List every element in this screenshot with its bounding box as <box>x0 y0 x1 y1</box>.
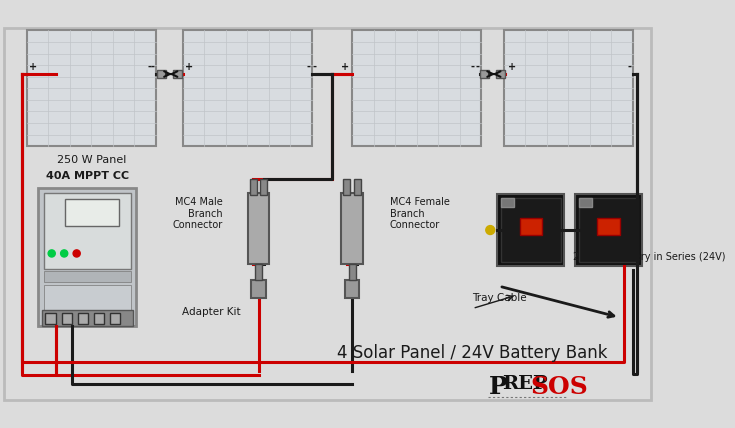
Text: Adapter Kit: Adapter Kit <box>182 307 240 317</box>
Bar <box>575 194 642 266</box>
Bar <box>255 264 262 280</box>
Text: +: + <box>341 62 349 72</box>
Text: +: + <box>29 62 37 72</box>
Text: -: - <box>312 62 316 72</box>
Text: -: - <box>471 62 475 72</box>
Bar <box>348 264 356 280</box>
Text: P: P <box>489 375 507 399</box>
Text: +: + <box>508 62 516 72</box>
Bar <box>43 285 131 312</box>
Bar <box>354 179 361 195</box>
Text: 40A MPPT CC: 40A MPPT CC <box>46 171 129 181</box>
Bar <box>345 280 359 298</box>
Bar <box>520 217 542 235</box>
Bar <box>598 217 620 235</box>
Bar <box>43 193 131 270</box>
Bar <box>578 198 638 262</box>
Bar <box>110 313 121 324</box>
Text: -: - <box>148 62 151 72</box>
Bar <box>496 71 505 77</box>
Bar <box>503 30 633 146</box>
Text: 4 Solar Panel / 24V Battery Bank: 4 Solar Panel / 24V Battery Bank <box>337 344 608 362</box>
Bar <box>578 198 592 207</box>
Text: MC4 Male
Branch
Connector: MC4 Male Branch Connector <box>173 197 223 230</box>
Bar <box>501 198 514 207</box>
Text: SOS: SOS <box>531 375 588 399</box>
Bar <box>260 179 268 195</box>
Bar <box>480 71 489 77</box>
Bar <box>65 199 118 226</box>
Bar <box>42 310 133 326</box>
Text: -: - <box>476 62 479 72</box>
Bar <box>46 313 56 324</box>
Bar <box>341 193 363 264</box>
Circle shape <box>73 250 80 257</box>
Circle shape <box>486 226 495 235</box>
Circle shape <box>60 250 68 257</box>
Bar <box>343 179 351 195</box>
Bar <box>250 179 257 195</box>
Text: -: - <box>150 62 154 72</box>
Bar <box>183 30 312 146</box>
Bar <box>43 271 131 282</box>
Text: -: - <box>627 62 631 72</box>
Text: -: - <box>306 62 310 72</box>
Text: MC4 Female
Branch
Connector: MC4 Female Branch Connector <box>390 197 449 230</box>
Bar <box>352 30 481 146</box>
Bar <box>38 188 137 326</box>
Bar <box>248 193 269 264</box>
Bar <box>62 313 72 324</box>
Text: +: + <box>185 62 193 72</box>
Text: 2 X 12V Battery in Series (24V): 2 X 12V Battery in Series (24V) <box>573 252 725 262</box>
Bar <box>26 30 156 146</box>
Bar <box>93 313 104 324</box>
Circle shape <box>48 250 55 257</box>
Bar <box>501 198 561 262</box>
Text: REP: REP <box>502 375 548 393</box>
Bar <box>173 71 182 77</box>
Bar <box>251 280 265 298</box>
Bar <box>78 313 88 324</box>
Bar <box>157 71 166 77</box>
Text: Tray Cable: Tray Cable <box>473 293 527 303</box>
Text: 250 W Panel: 250 W Panel <box>57 155 126 165</box>
Bar <box>498 194 564 266</box>
